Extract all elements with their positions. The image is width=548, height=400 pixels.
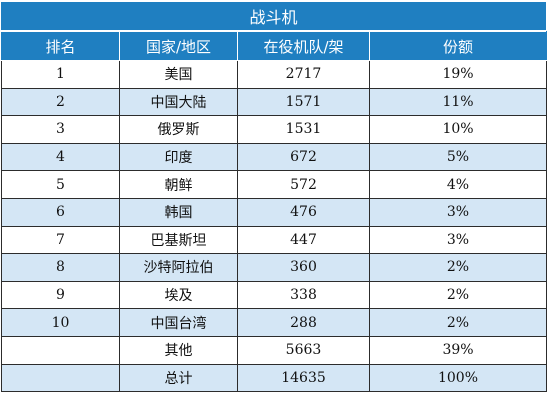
cell-fleet: 360	[237, 253, 370, 282]
cell-share: 11%	[369, 87, 547, 117]
cell-fleet: 5663	[237, 335, 370, 365]
table-row: 9 埃及 338 2%	[1, 280, 547, 310]
table-row: 10 中国台湾 288 2%	[1, 308, 547, 337]
cell-rank	[1, 363, 120, 393]
cell-share: 10%	[369, 115, 547, 144]
cell-fleet: 14635	[237, 363, 370, 393]
cell-country: 俄罗斯	[119, 115, 238, 144]
cell-rank: 1	[1, 60, 120, 89]
cell-share: 3%	[369, 225, 547, 255]
table-row-total: 总计 14635 100%	[1, 363, 547, 393]
cell-rank: 3	[1, 115, 120, 144]
table-row: 5 朝鲜 572 4%	[1, 170, 547, 199]
cell-share: 4%	[369, 170, 547, 199]
header-rank: 排名	[1, 31, 120, 61]
cell-country: 其他	[119, 335, 238, 365]
table-row: 7 巴基斯坦 447 3%	[1, 225, 547, 255]
cell-share: 39%	[369, 335, 547, 365]
cell-country: 美国	[119, 60, 238, 89]
cell-share: 3%	[369, 197, 547, 227]
cell-share: 2%	[369, 253, 547, 282]
cell-rank: 6	[1, 197, 120, 227]
cell-country: 中国台湾	[119, 308, 238, 337]
cell-country: 埃及	[119, 280, 238, 310]
header-row: 排名 国家/地区 在役机队/架 份额	[1, 31, 547, 61]
cell-fleet: 288	[237, 308, 370, 337]
cell-fleet: 476	[237, 197, 370, 227]
cell-country: 巴基斯坦	[119, 225, 238, 255]
cell-fleet: 2717	[237, 60, 370, 89]
cell-fleet: 338	[237, 280, 370, 310]
cell-rank: 10	[1, 308, 120, 337]
cell-country: 朝鲜	[119, 170, 238, 199]
cell-share: 19%	[369, 60, 547, 89]
cell-share: 2%	[369, 308, 547, 337]
cell-share: 2%	[369, 280, 547, 310]
cell-fleet: 672	[237, 142, 370, 172]
cell-fleet: 572	[237, 170, 370, 199]
table-row: 1 美国 2717 19%	[1, 60, 547, 89]
cell-fleet: 1531	[237, 115, 370, 144]
table-title: 战斗机	[1, 2, 546, 30]
cell-rank: 4	[1, 142, 120, 172]
cell-country: 沙特阿拉伯	[119, 253, 238, 282]
table-row: 6 韩国 476 3%	[1, 197, 547, 227]
table-row: 8 沙特阿拉伯 360 2%	[1, 253, 547, 282]
cell-rank	[1, 335, 120, 365]
cell-share: 100%	[369, 363, 547, 393]
header-country: 国家/地区	[119, 31, 238, 61]
cell-rank: 2	[1, 87, 120, 117]
cell-country: 中国大陆	[119, 87, 238, 117]
table-row: 4 印度 672 5%	[1, 142, 547, 172]
cell-country: 印度	[119, 142, 238, 172]
cell-rank: 7	[1, 225, 120, 255]
table-header: 排名 国家/地区 在役机队/架 份额	[1, 31, 547, 61]
table-body: 1 美国 2717 19% 2 中国大陆 1571 11% 3 俄罗斯 1531…	[1, 60, 547, 393]
cell-rank: 8	[1, 253, 120, 282]
table-row: 2 中国大陆 1571 11%	[1, 87, 547, 117]
cell-fleet: 447	[237, 225, 370, 255]
cell-share: 5%	[369, 142, 547, 172]
cell-country: 总计	[119, 363, 238, 393]
table-row: 3 俄罗斯 1531 10%	[1, 115, 547, 144]
cell-rank: 9	[1, 280, 120, 310]
header-share: 份额	[369, 31, 547, 61]
header-fleet: 在役机队/架	[237, 31, 370, 61]
table-row-other: 其他 5663 39%	[1, 335, 547, 365]
cell-country: 韩国	[119, 197, 238, 227]
cell-fleet: 1571	[237, 87, 370, 117]
cell-rank: 5	[1, 170, 120, 199]
fighter-fleet-table: 排名 国家/地区 在役机队/架 份额 1 美国 2717 19% 2 中国大陆 …	[1, 31, 547, 393]
